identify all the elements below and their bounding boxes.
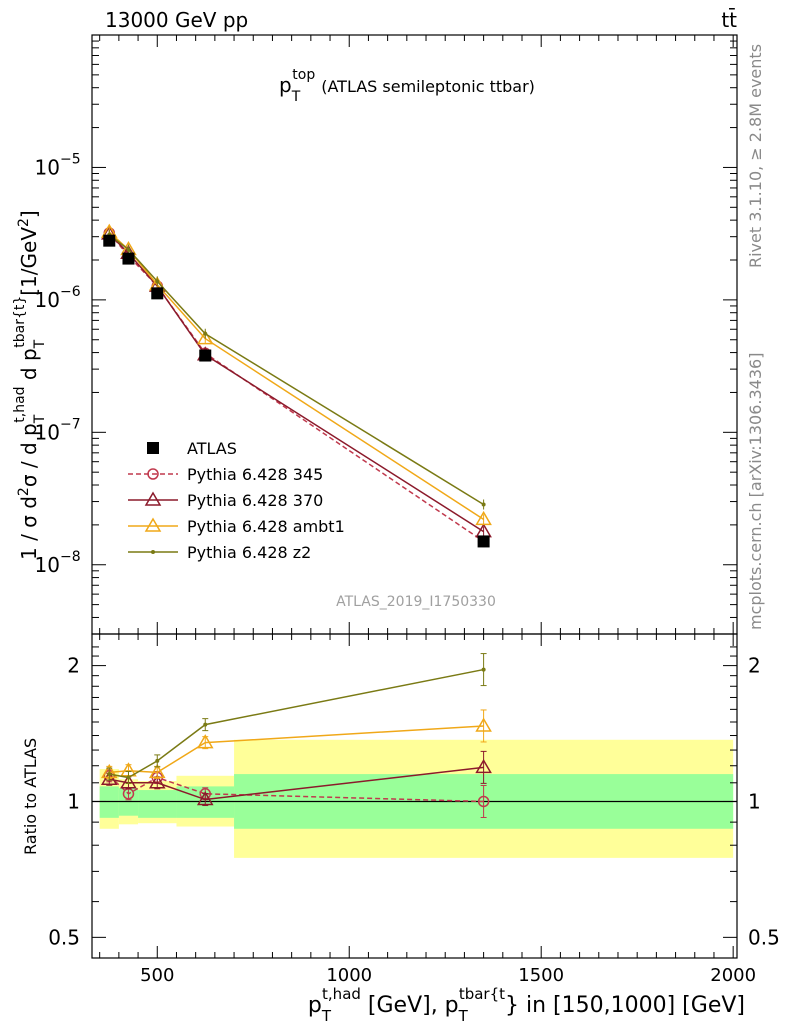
ratio-y-tick-label-left-1: 1	[67, 789, 80, 813]
plot-title-sub: T	[291, 89, 301, 105]
main-y-tick-label-3: 10	[35, 155, 60, 179]
ratio-point-pythia-6-428-z2-2	[155, 758, 160, 763]
main-y-tick-exp-3: −5	[60, 151, 81, 167]
legend-label-pythia-6-428-ambt1: Pythia 6.428 ambt1	[187, 517, 345, 536]
point-atlas-4	[477, 535, 490, 548]
mcplots-label: mcplots.cern.ch [arXiv:1306.3436]	[746, 353, 765, 630]
plot-title-sup: top	[292, 67, 315, 83]
inner-band-2	[138, 790, 177, 818]
legend-marker-atlas	[147, 442, 159, 454]
ratio-y-tick-label-left-0: 0.5	[48, 925, 80, 949]
ratio-point-pythia-6-428-z2-4	[481, 667, 486, 672]
plot-title-rest: (ATLAS semileptonic ttbar)	[321, 77, 535, 96]
main-y-tick-label-1: 10	[35, 420, 60, 444]
main-y-tick-exp-1: −7	[60, 416, 81, 432]
ratio-y-tick-label-right-2: 2	[748, 654, 761, 678]
legend-label-pythia-6-428-370: Pythia 6.428 370	[187, 491, 323, 510]
header-left: 13000 GeV pp	[105, 8, 248, 32]
main-y-tick-label-2: 10	[35, 288, 60, 312]
rivet-label: Rivet 3.1.10, ≥ 2.8M events	[746, 44, 765, 268]
series-line-pythia-6-428-370	[108, 233, 485, 533]
legend-label-pythia-6-428-345: Pythia 6.428 345	[187, 465, 323, 484]
ratio-plot-panel: 500 1000 1500 2000 0.5 0.5 1 1 2 2	[48, 633, 780, 986]
ratio-point-pythia-6-428-ambt1-4	[475, 717, 492, 732]
ratio-y-axis-label: Ratio to ATLAS	[21, 738, 40, 855]
header-right: tt̄	[721, 7, 737, 32]
series-line-pythia-6-428-345	[108, 232, 485, 543]
ratio-point-pythia-6-428-ambt1-2	[148, 763, 166, 779]
point-pythia-6-428-z2-3	[203, 331, 208, 336]
ratio-frame	[91, 633, 738, 959]
ratio-y-tick-label-left-2: 2	[67, 654, 80, 678]
main-y-tick-exp-0: −8	[60, 549, 81, 565]
ratio-point-pythia-6-428-345-4	[477, 795, 490, 808]
legend-label-pythia-6-428-z2: Pythia 6.428 z2	[187, 543, 311, 562]
ratio-point-pythia-6-428-370-3	[196, 791, 214, 806]
analysis-label: ATLAS_2019_I1750330	[336, 594, 496, 610]
x-tick-label-1: 1000	[326, 965, 372, 986]
point-pythia-6-428-z2-2	[155, 279, 160, 284]
ratio-y-tick-label-right-1: 1	[748, 789, 761, 813]
point-pythia-6-428-ambt1-3	[196, 330, 214, 345]
legend-label-atlas: ATLAS	[187, 439, 237, 458]
ratio-point-pythia-6-428-z2-3	[203, 722, 208, 727]
main-y-axis-label: 1 / σ d2σ / d pTt,had d pTtbar{t}[1/GeV2…	[12, 210, 48, 560]
point-atlas-2	[151, 287, 164, 300]
x-tick-label-2: 1500	[518, 965, 564, 986]
point-pythia-6-428-z2-4	[481, 502, 486, 507]
plot-title: pTtop (ATLAS semileptonic ttbar)	[279, 67, 535, 105]
main-y-tick-label-0: 10	[35, 553, 60, 577]
point-atlas-3	[199, 349, 212, 362]
inner-band-0	[99, 786, 119, 818]
ratio-point-pythia-6-428-370-4	[475, 758, 492, 774]
legend-marker-pythia-6-428-ambt1	[144, 517, 162, 532]
point-pythia-6-428-ambt1-4	[475, 510, 492, 526]
ratio-point-pythia-6-428-370-0	[100, 770, 118, 786]
ratio-point-pythia-6-428-z2-1	[126, 775, 131, 780]
legend-marker-pythia-6-428-370	[144, 491, 162, 506]
ratio-y-tick-label-right-0: 0.5	[748, 925, 780, 949]
ratio-point-pythia-6-428-370-1	[120, 774, 137, 789]
point-atlas-1	[122, 252, 135, 265]
main-y-tick-exp-2: −6	[60, 284, 81, 300]
ratio-point-pythia-6-428-z2-0	[107, 772, 112, 777]
plot-title-p: p	[279, 73, 292, 97]
x-tick-label-3: 2000	[710, 965, 756, 986]
legend-marker-pythia-6-428-345	[147, 468, 159, 480]
point-pythia-6-428-z2-1	[126, 247, 131, 252]
x-tick-label-0: 500	[140, 965, 174, 986]
point-atlas-0	[103, 234, 116, 247]
legend-marker-pythia-6-428-z2	[151, 550, 155, 554]
ratio-point-pythia-6-428-ambt1-3	[196, 734, 214, 749]
x-axis-label: pTt,had [GeV], pTtbar{t} in [150,1000] […	[308, 985, 745, 1024]
ratio-point-pythia-6-428-370-2	[148, 774, 166, 789]
